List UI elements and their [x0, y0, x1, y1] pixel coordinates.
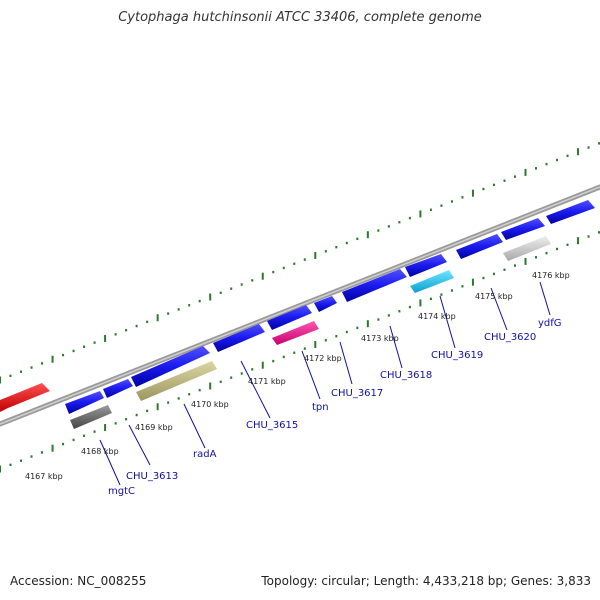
kbp-label: 4176 kbp [532, 271, 570, 280]
kbp-label: 4173 kbp [361, 334, 399, 343]
gene-label: CHU_3613 [126, 471, 178, 482]
gene-arrow[interactable] [131, 346, 210, 387]
gene-arrow[interactable] [501, 218, 545, 240]
gene-label: CHU_3617 [331, 388, 383, 399]
red-feature-arrow[interactable] [0, 383, 50, 412]
gene-label: CHU_3619 [431, 350, 483, 361]
gene-label: mgtC [108, 486, 135, 497]
gene-arrow[interactable] [314, 296, 337, 312]
gene-label: tpn [312, 402, 329, 413]
map-title: Cytophaga hutchinsonii ATCC 33406, compl… [118, 10, 482, 25]
gene-arrow[interactable] [342, 269, 407, 302]
backbone [0, 184, 600, 427]
kbp-label: 4171 kbp [248, 377, 286, 386]
gene-arrow[interactable] [213, 324, 265, 352]
kbp-label: 4169 kbp [135, 423, 173, 432]
gene-label: CHU_3620 [484, 332, 536, 343]
gene-radA[interactable] [136, 361, 217, 401]
gene-arrow[interactable] [546, 200, 595, 224]
lower-dotted-ruler [0, 231, 600, 473]
gene-CHU_3619[interactable] [410, 270, 454, 293]
gene-mgtC[interactable] [70, 405, 112, 429]
reverse-strand-genes [70, 236, 551, 429]
kbp-label: 4167 kbp [25, 472, 63, 481]
kbp-label: 4170 kbp [191, 400, 229, 409]
gene-tpn[interactable] [272, 321, 319, 345]
gene-labels: mgtC CHU_3613 radA CHU_3615 tpn CHU_3617… [108, 318, 562, 497]
gene-label: CHU_3615 [246, 420, 298, 431]
genome-info-label: Topology: circular; Length: 4,433,218 bp… [261, 574, 591, 588]
gene-label: CHU_3618 [380, 370, 432, 381]
forward-strand-genes [0, 200, 595, 414]
gene-arrow[interactable] [456, 234, 503, 259]
kbp-label: 4175 kbp [475, 292, 513, 301]
accession-label: Accession: NC_008255 [10, 574, 147, 588]
gene-label: ydfG [538, 318, 562, 329]
label-leaders [99, 281, 551, 486]
kbp-label: 4168 kbp [81, 447, 119, 456]
gene-arrow[interactable] [405, 254, 447, 277]
kbp-label: 4174 kbp [418, 312, 456, 321]
gene-arrow[interactable] [65, 391, 104, 414]
gene-label: radA [193, 449, 217, 460]
kbp-labels: 4167 kbp 4168 kbp 4169 kbp 4170 kbp 4171… [25, 271, 570, 481]
upper-dotted-ruler [0, 142, 600, 384]
gene-arrow[interactable] [267, 305, 312, 330]
gene-arrow[interactable] [103, 379, 133, 398]
gene-ydfG[interactable] [503, 236, 551, 261]
kbp-label: 4172 kbp [304, 354, 342, 363]
